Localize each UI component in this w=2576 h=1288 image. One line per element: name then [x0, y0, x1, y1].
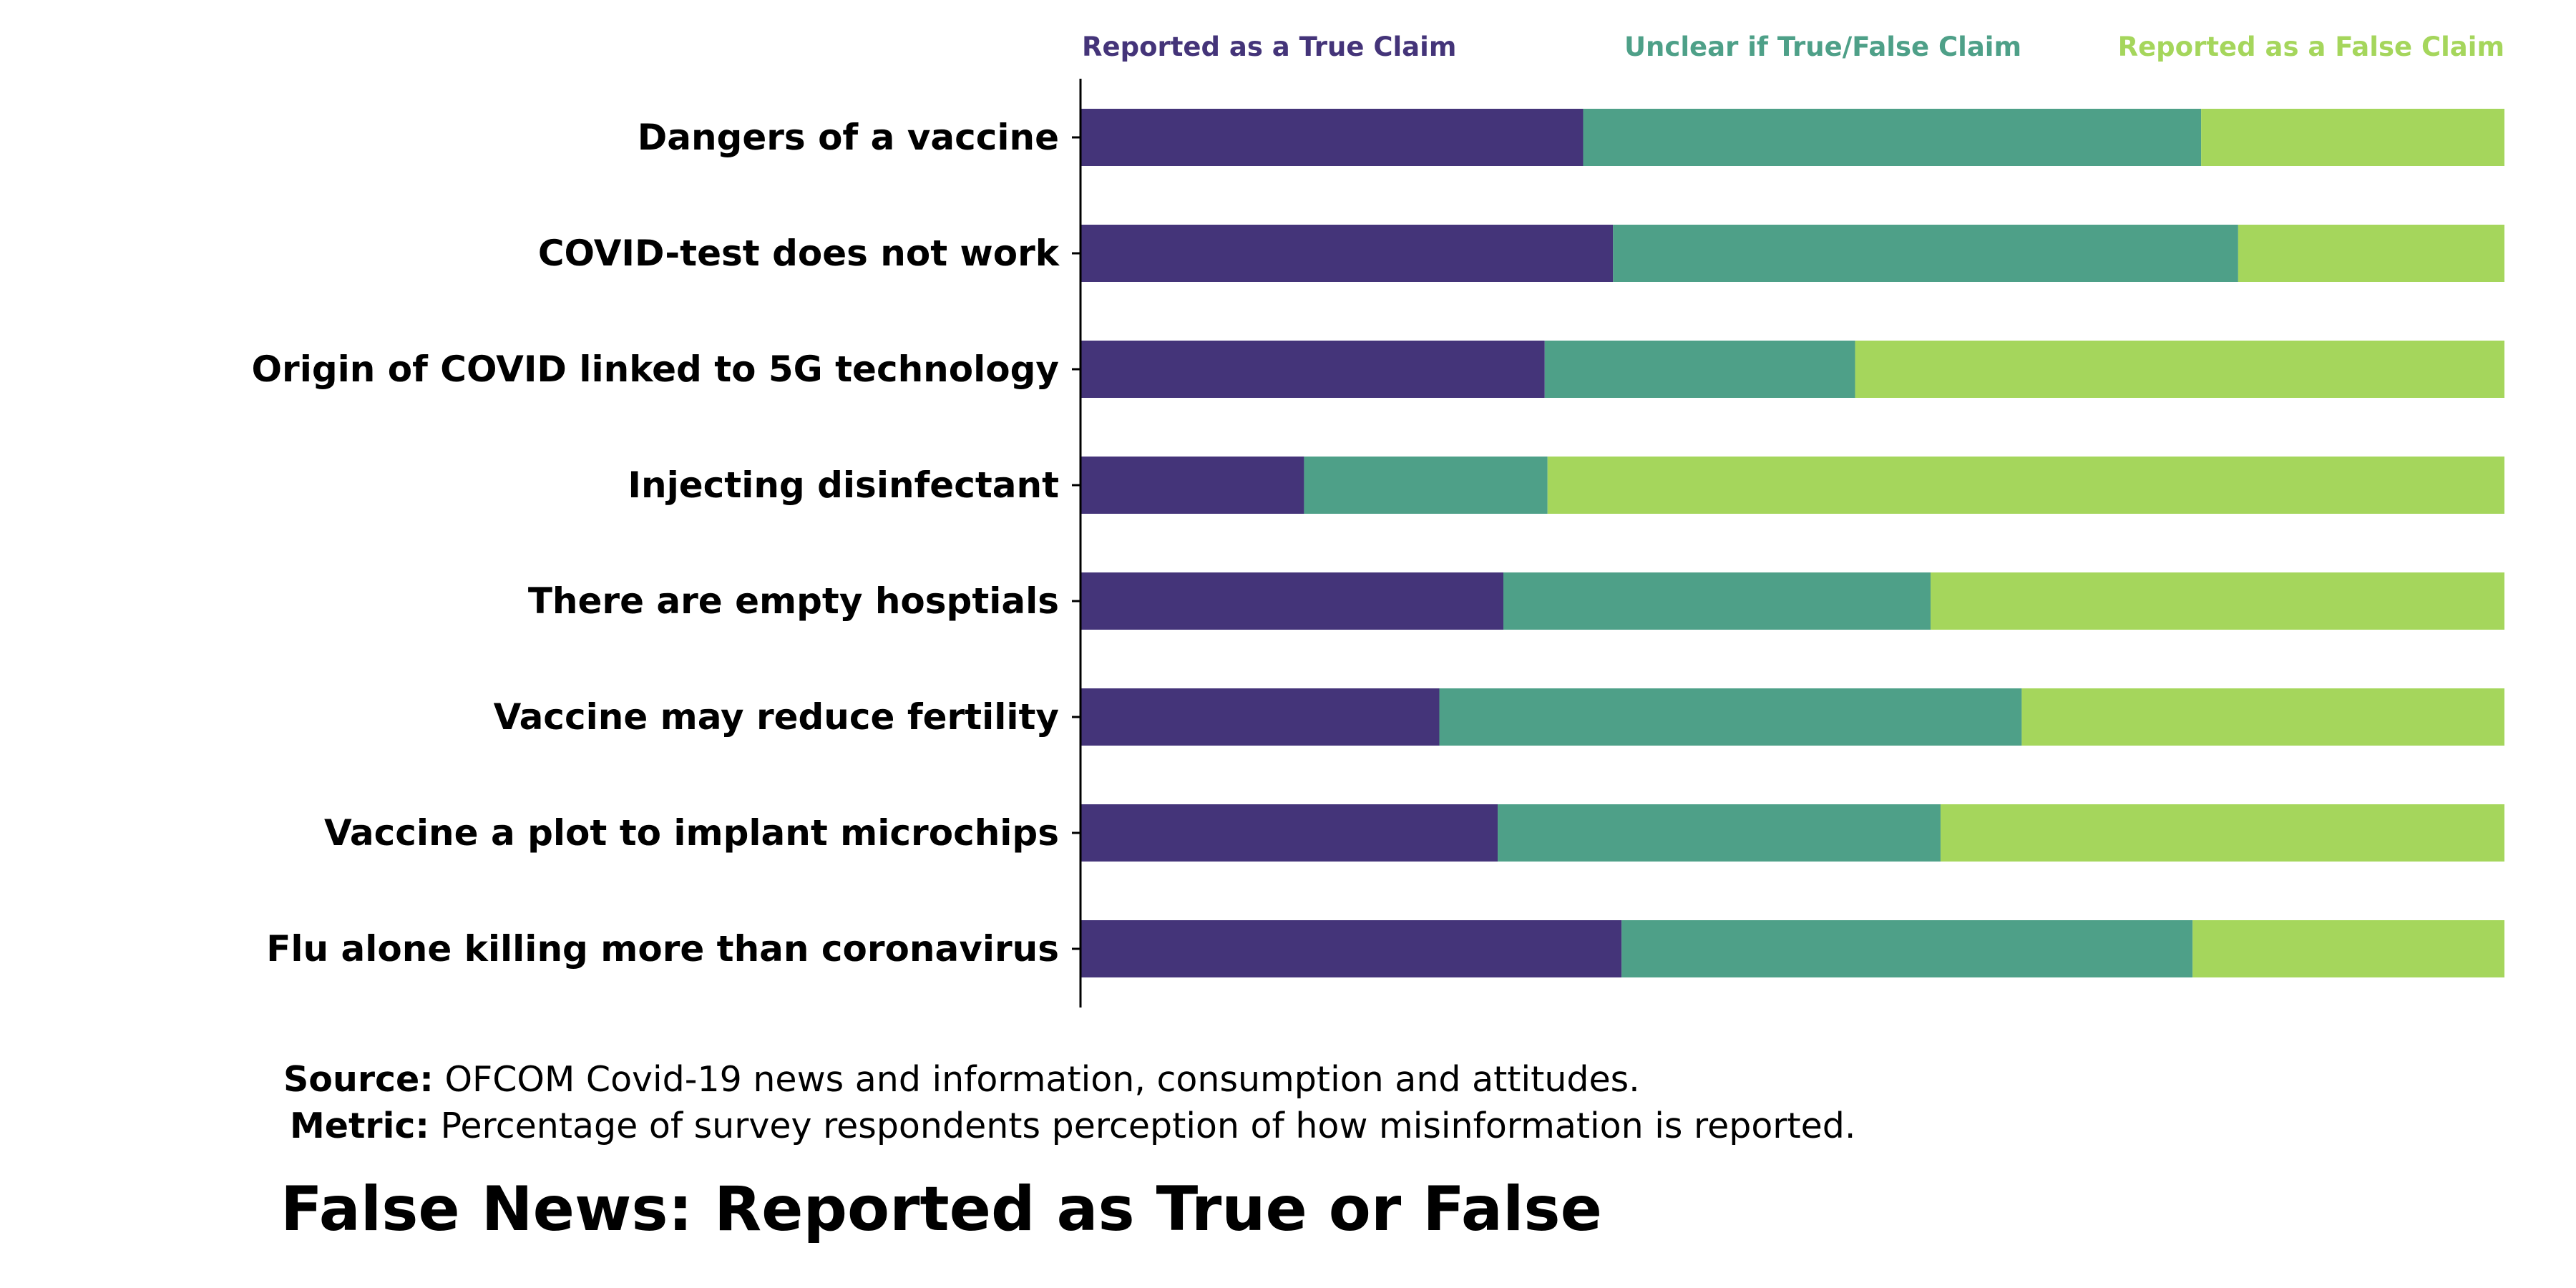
bar-segment-reported-as-a-true-claim-vaccine-a-plot-to-implant-microchips: [1080, 804, 1498, 862]
category-label-there-are-empty-hosptials: There are empty hosptials: [528, 580, 1059, 622]
category-label-vaccine-may-reduce-fertility: Vaccine may reduce fertility: [494, 696, 1059, 738]
bars: [1080, 109, 2504, 977]
legend-label-reported-as-a-true-claim: Reported as a True Claim: [1082, 31, 1456, 62]
chart-title: False News: Reported as True or False: [280, 1174, 1602, 1245]
bar-segment-reported-as-a-false-claim-dangers-of-a-vaccine: [2201, 109, 2504, 166]
bar-segment-reported-as-a-false-claim-covid-test-does-not-work: [2238, 225, 2504, 282]
legend: Reported as a True Claim Unclear if True/…: [1082, 31, 2504, 62]
source-note: Source: OFCOM Covid-19 news and informat…: [283, 1059, 1640, 1100]
source-text: OFCOM Covid-19 news and information, con…: [444, 1059, 1640, 1100]
bar-segment-reported-as-a-false-claim-there-are-empty-hosptials: [1931, 572, 2504, 630]
bar-segment-reported-as-a-false-claim-injecting-disinfectant: [1547, 457, 2504, 514]
bar-segment-reported-as-a-true-claim-flu-alone-killing-more-than-coronavirus: [1080, 920, 1622, 977]
category-label-dangers-of-a-vaccine: Dangers of a vaccine: [638, 117, 1059, 158]
metric-label: Metric:: [290, 1106, 430, 1146]
legend-label-reported-as-a-false-claim: Reported as a False Claim: [2118, 31, 2504, 62]
y-axis-ticks: [1072, 136, 1080, 950]
bar-segment-unclear-if-true-false-claim-vaccine-may-reduce-fertility: [1439, 688, 2022, 746]
bar-segment-reported-as-a-true-claim-covid-test-does-not-work: [1080, 225, 1614, 282]
bar-segment-reported-as-a-true-claim-origin-of-covid-linked-to-5g-technology: [1080, 341, 1545, 398]
category-label-vaccine-a-plot-to-implant-microchips: Vaccine a plot to implant microchips: [324, 812, 1059, 854]
bar-segment-unclear-if-true-false-claim-dangers-of-a-vaccine: [1583, 109, 2202, 166]
bar-segment-unclear-if-true-false-claim-covid-test-does-not-work: [1613, 225, 2238, 282]
bar-segment-reported-as-a-false-claim-vaccine-a-plot-to-implant-microchips: [1940, 804, 2504, 862]
bar-segment-reported-as-a-false-claim-origin-of-covid-linked-to-5g-technology: [1855, 341, 2504, 398]
bar-segment-reported-as-a-false-claim-flu-alone-killing-more-than-coronavirus: [2192, 920, 2504, 977]
category-labels: Dangers of a vaccine COVID-test does not …: [252, 117, 1060, 970]
bar-segment-reported-as-a-true-claim-vaccine-may-reduce-fertility: [1080, 688, 1440, 746]
bar-segment-reported-as-a-true-claim-there-are-empty-hosptials: [1080, 572, 1504, 630]
bar-segment-unclear-if-true-false-claim-there-are-empty-hosptials: [1503, 572, 1931, 630]
source-label: Source:: [283, 1059, 434, 1100]
category-label-flu-alone-killing-more-than-coronavirus: Flu alone killing more than coronavirus: [266, 928, 1059, 970]
category-label-injecting-disinfectant: Injecting disinfectant: [628, 464, 1059, 506]
bar-segment-reported-as-a-true-claim-dangers-of-a-vaccine: [1080, 109, 1584, 166]
bar-segment-unclear-if-true-false-claim-origin-of-covid-linked-to-5g-technology: [1544, 341, 1855, 398]
metric-text: Percentage of survey respondents percept…: [440, 1106, 1856, 1146]
bar-segment-unclear-if-true-false-claim-flu-alone-killing-more-than-coronavirus: [1621, 920, 2193, 977]
bar-segment-unclear-if-true-false-claim-vaccine-a-plot-to-implant-microchips: [1498, 804, 1941, 862]
category-label-covid-test-does-not-work: COVID-test does not work: [538, 233, 1060, 274]
bar-segment-reported-as-a-true-claim-injecting-disinfectant: [1080, 457, 1304, 514]
legend-label-unclear-if-true-false-claim: Unclear if True/False Claim: [1624, 31, 2021, 62]
category-label-origin-of-covid-linked-to-5g-technology: Origin of COVID linked to 5G technology: [252, 348, 1059, 390]
metric-note: Metric: Percentage of survey respondents…: [290, 1106, 1855, 1146]
bar-segment-reported-as-a-false-claim-vaccine-may-reduce-fertility: [2021, 688, 2504, 746]
bar-segment-unclear-if-true-false-claim-injecting-disinfectant: [1304, 457, 1548, 514]
